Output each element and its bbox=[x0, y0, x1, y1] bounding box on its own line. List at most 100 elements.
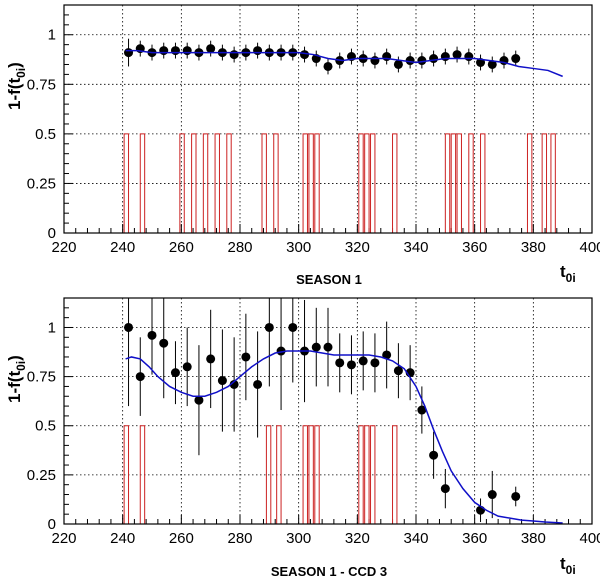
histogram-bin bbox=[468, 133, 474, 233]
panel-caption: SEASON 1 bbox=[296, 272, 362, 287]
data-marker bbox=[206, 44, 216, 54]
histogram-bin bbox=[202, 133, 209, 233]
data-point bbox=[135, 40, 145, 57]
data-point bbox=[170, 42, 180, 59]
data-marker bbox=[417, 405, 427, 415]
data-point bbox=[147, 298, 157, 375]
data-point bbox=[464, 48, 474, 65]
x-tick-label: 240 bbox=[110, 239, 135, 256]
data-point bbox=[440, 468, 450, 509]
y-tick-label: 0.25 bbox=[27, 175, 56, 192]
data-marker bbox=[429, 54, 439, 64]
data-point bbox=[429, 431, 439, 479]
histogram-bin bbox=[541, 133, 548, 233]
data-point bbox=[241, 313, 251, 401]
data-point bbox=[206, 309, 216, 409]
data-point bbox=[511, 50, 521, 67]
fit-curve bbox=[125, 350, 563, 524]
data-point bbox=[405, 52, 415, 69]
histogram-bin bbox=[392, 133, 398, 233]
data-point bbox=[382, 48, 392, 65]
data-point bbox=[311, 50, 321, 67]
data-marker bbox=[323, 342, 333, 352]
data-marker bbox=[405, 56, 415, 66]
data-marker bbox=[182, 46, 192, 56]
data-marker bbox=[429, 450, 439, 460]
data-point bbox=[253, 42, 263, 59]
histogram-bin bbox=[261, 133, 267, 233]
data-marker bbox=[159, 46, 169, 56]
histogram-bin bbox=[550, 133, 556, 233]
data-marker bbox=[253, 379, 263, 389]
data-point bbox=[511, 486, 521, 507]
x-tick-label: 380 bbox=[521, 239, 546, 256]
data-marker bbox=[135, 372, 145, 382]
histogram-bin bbox=[276, 425, 282, 524]
data-point bbox=[194, 345, 204, 456]
data-point bbox=[370, 333, 380, 393]
data-point bbox=[170, 341, 180, 405]
data-marker bbox=[511, 491, 521, 501]
y-tick-label: 0.5 bbox=[35, 418, 56, 435]
x-tick-label: 300 bbox=[286, 530, 311, 547]
histogram-bin bbox=[302, 425, 308, 524]
data-point bbox=[346, 48, 356, 65]
x-tick-label: 260 bbox=[169, 530, 194, 547]
data-point bbox=[382, 321, 392, 389]
y-tick-label: 1 bbox=[48, 27, 56, 44]
data-point bbox=[370, 52, 380, 69]
data-marker bbox=[417, 56, 427, 66]
plot-frame bbox=[63, 297, 593, 525]
histogram-bin bbox=[308, 425, 314, 524]
data-point bbox=[311, 307, 321, 387]
data-marker bbox=[335, 358, 345, 368]
y-axis-title: 1-f(t0i) bbox=[5, 62, 28, 110]
data-point bbox=[323, 58, 333, 75]
data-point bbox=[487, 470, 497, 519]
data-point bbox=[499, 52, 509, 69]
y-tick-label: 0.5 bbox=[35, 126, 56, 143]
data-marker bbox=[487, 59, 497, 69]
data-marker bbox=[217, 376, 227, 386]
data-point bbox=[182, 327, 192, 407]
histogram-bin bbox=[139, 133, 146, 233]
data-point bbox=[288, 298, 298, 383]
data-point bbox=[159, 42, 169, 59]
data-marker bbox=[393, 59, 403, 69]
x-tick-label: 220 bbox=[51, 530, 76, 547]
data-marker bbox=[241, 352, 251, 362]
x-axis-title: t0i bbox=[560, 554, 576, 577]
data-marker bbox=[170, 46, 180, 56]
histogram-bin bbox=[444, 133, 451, 233]
histogram-bin bbox=[214, 133, 220, 233]
data-marker bbox=[229, 379, 239, 389]
data-point bbox=[229, 337, 239, 432]
data-marker bbox=[194, 395, 204, 405]
data-point bbox=[253, 331, 263, 438]
x-tick-label: 300 bbox=[286, 239, 311, 256]
data-marker bbox=[393, 366, 403, 376]
histogram-bin bbox=[358, 133, 364, 233]
histogram-bin bbox=[370, 425, 376, 524]
histogram-bin bbox=[314, 133, 320, 233]
histogram-bin bbox=[139, 425, 146, 524]
data-point bbox=[440, 48, 450, 65]
data-marker bbox=[170, 368, 180, 378]
histogram-bin bbox=[450, 133, 457, 233]
data-marker bbox=[464, 52, 474, 62]
data-point bbox=[487, 56, 497, 73]
x-tick-label: 360 bbox=[462, 530, 487, 547]
data-point bbox=[229, 46, 239, 63]
data-point bbox=[276, 298, 286, 411]
histogram-bin bbox=[191, 133, 197, 233]
data-marker bbox=[124, 322, 134, 332]
data-marker bbox=[300, 50, 310, 60]
histogram-bin bbox=[480, 133, 486, 233]
data-marker bbox=[182, 362, 192, 372]
data-marker bbox=[253, 46, 263, 56]
data-point bbox=[135, 337, 145, 416]
x-tick-label: 340 bbox=[403, 239, 428, 256]
data-marker bbox=[264, 322, 274, 332]
data-marker bbox=[370, 358, 380, 368]
